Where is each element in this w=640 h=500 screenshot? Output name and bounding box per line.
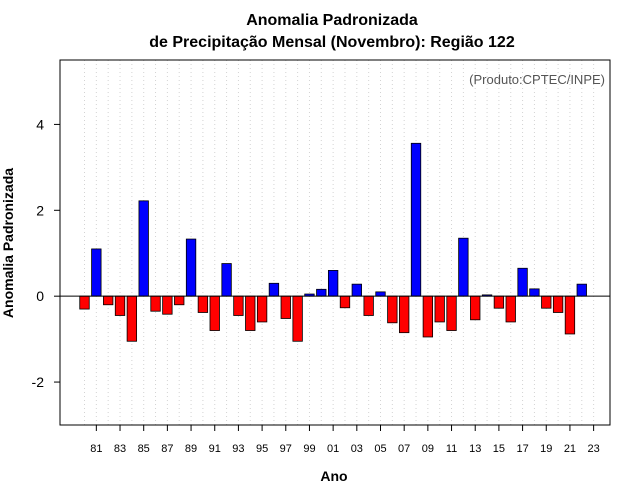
bar-97 bbox=[280, 295, 291, 319]
x-tick-label: 21 bbox=[564, 443, 576, 455]
bar-93 bbox=[233, 295, 244, 316]
x-tick-label: 81 bbox=[90, 443, 102, 455]
x-tick-label: 91 bbox=[209, 443, 221, 455]
x-tick-label: 03 bbox=[351, 443, 363, 455]
bar-95 bbox=[256, 295, 268, 323]
bar-84 bbox=[126, 295, 138, 342]
x-tick-label: 93 bbox=[232, 443, 244, 455]
bar-88 bbox=[174, 295, 185, 306]
bar-07 bbox=[399, 295, 410, 334]
x-tick-label: 13 bbox=[469, 443, 481, 455]
bar-87 bbox=[162, 295, 173, 315]
bar-92 bbox=[221, 263, 232, 297]
chart-title: Anomalia Padronizada bbox=[246, 12, 418, 29]
bar-13 bbox=[470, 295, 481, 321]
bar-81 bbox=[91, 248, 102, 297]
bar-16 bbox=[505, 295, 516, 323]
x-axis-title: Ano bbox=[320, 468, 347, 484]
bar-80 bbox=[79, 295, 90, 310]
bar-85 bbox=[138, 200, 149, 297]
x-tick-label: 05 bbox=[374, 443, 386, 455]
x-tick-label: 87 bbox=[161, 443, 173, 455]
x-tick-label: 89 bbox=[185, 443, 197, 455]
bar-96 bbox=[268, 282, 280, 297]
bar-20 bbox=[552, 295, 564, 313]
x-tick-label: 09 bbox=[422, 443, 434, 455]
bar-06 bbox=[387, 295, 398, 324]
bar-04 bbox=[363, 295, 374, 316]
y-axis-title: Anomalia Padronizada bbox=[0, 168, 16, 318]
x-tick-label: 95 bbox=[256, 443, 268, 455]
x-tick-label: 85 bbox=[138, 443, 150, 455]
x-tick-label: 23 bbox=[587, 443, 599, 455]
x-tick-label: 11 bbox=[446, 443, 457, 455]
bar-05 bbox=[375, 291, 386, 297]
bar-15 bbox=[493, 295, 505, 309]
bar-01 bbox=[327, 270, 339, 297]
x-axis: 81 83 85 87 89 91 93 95 97 99 01 03 05 07 09 11 13 15 17 19… bbox=[90, 425, 600, 455]
bar-02 bbox=[339, 295, 351, 309]
x-tick-label: 01 bbox=[327, 443, 339, 455]
bar-82 bbox=[103, 295, 114, 306]
bar-03 bbox=[351, 283, 362, 297]
y-axis: -2 0 2 4 bbox=[32, 116, 60, 390]
grid-lines bbox=[84, 60, 595, 425]
bar-12 bbox=[458, 237, 469, 297]
bar-18 bbox=[529, 288, 540, 297]
bar-86 bbox=[150, 295, 161, 312]
bar-17 bbox=[517, 267, 528, 297]
bar-22 bbox=[576, 283, 587, 297]
x-tick-label: 83 bbox=[114, 443, 126, 455]
y-tick-label: 2 bbox=[36, 202, 44, 218]
x-tick-label: 07 bbox=[398, 443, 410, 455]
bar-10 bbox=[434, 295, 445, 323]
plot-frame bbox=[59, 59, 611, 426]
y-tick-label: -2 bbox=[32, 374, 45, 390]
x-tick-label: 19 bbox=[540, 443, 552, 455]
bar-19 bbox=[541, 295, 552, 309]
bar-09 bbox=[422, 295, 434, 338]
x-tick-label: 17 bbox=[516, 443, 528, 455]
bar-08 bbox=[410, 142, 422, 297]
chart-subtitle: de Precipitação Mensal (Novembro): Regiã… bbox=[149, 34, 515, 51]
credit-note: (Produto:CPTEC/INPE) bbox=[469, 72, 605, 87]
bar-00 bbox=[316, 288, 327, 297]
x-tick-label: 15 bbox=[493, 443, 505, 455]
x-tick-label: 97 bbox=[280, 443, 292, 455]
bar-89 bbox=[185, 238, 197, 297]
y-tick-label: 4 bbox=[36, 116, 44, 132]
bar-21 bbox=[564, 295, 576, 335]
bar-91 bbox=[209, 295, 220, 331]
x-tick-label: 99 bbox=[303, 443, 315, 455]
bar-94 bbox=[245, 295, 256, 331]
y-tick-label: 0 bbox=[36, 288, 44, 304]
bar-11 bbox=[446, 295, 457, 331]
bars bbox=[79, 142, 587, 342]
bar-90 bbox=[197, 295, 209, 313]
bar-98 bbox=[292, 295, 303, 342]
bar-83 bbox=[114, 295, 126, 316]
